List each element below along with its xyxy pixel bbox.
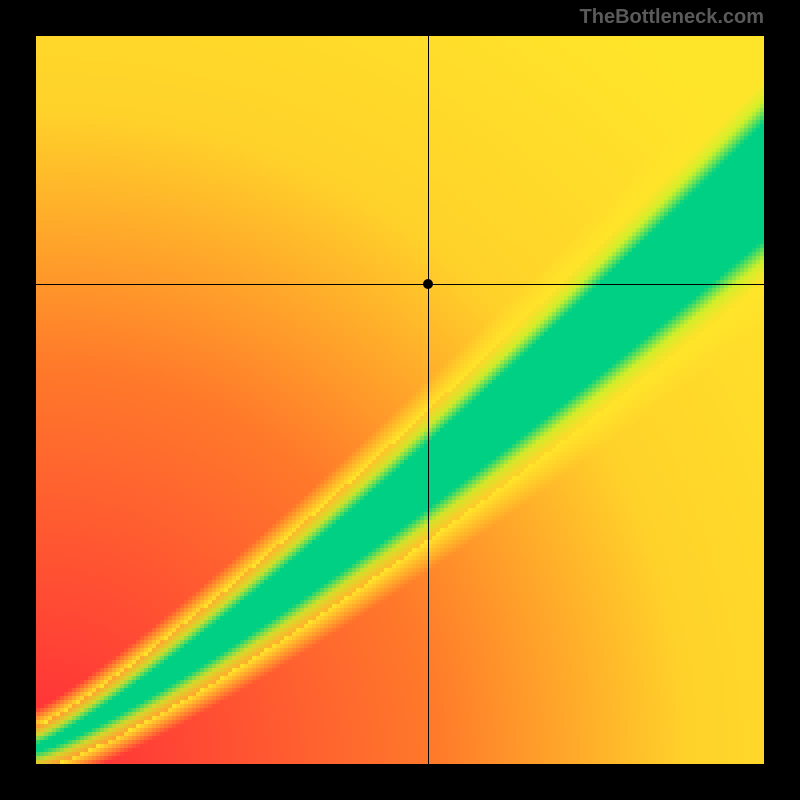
crosshair-horizontal <box>36 284 764 285</box>
watermark: TheBottleneck.com <box>580 6 764 29</box>
crosshair-vertical <box>428 36 429 764</box>
marker-point <box>423 279 433 289</box>
heatmap-plot <box>36 36 764 764</box>
heatmap-canvas <box>36 36 764 764</box>
